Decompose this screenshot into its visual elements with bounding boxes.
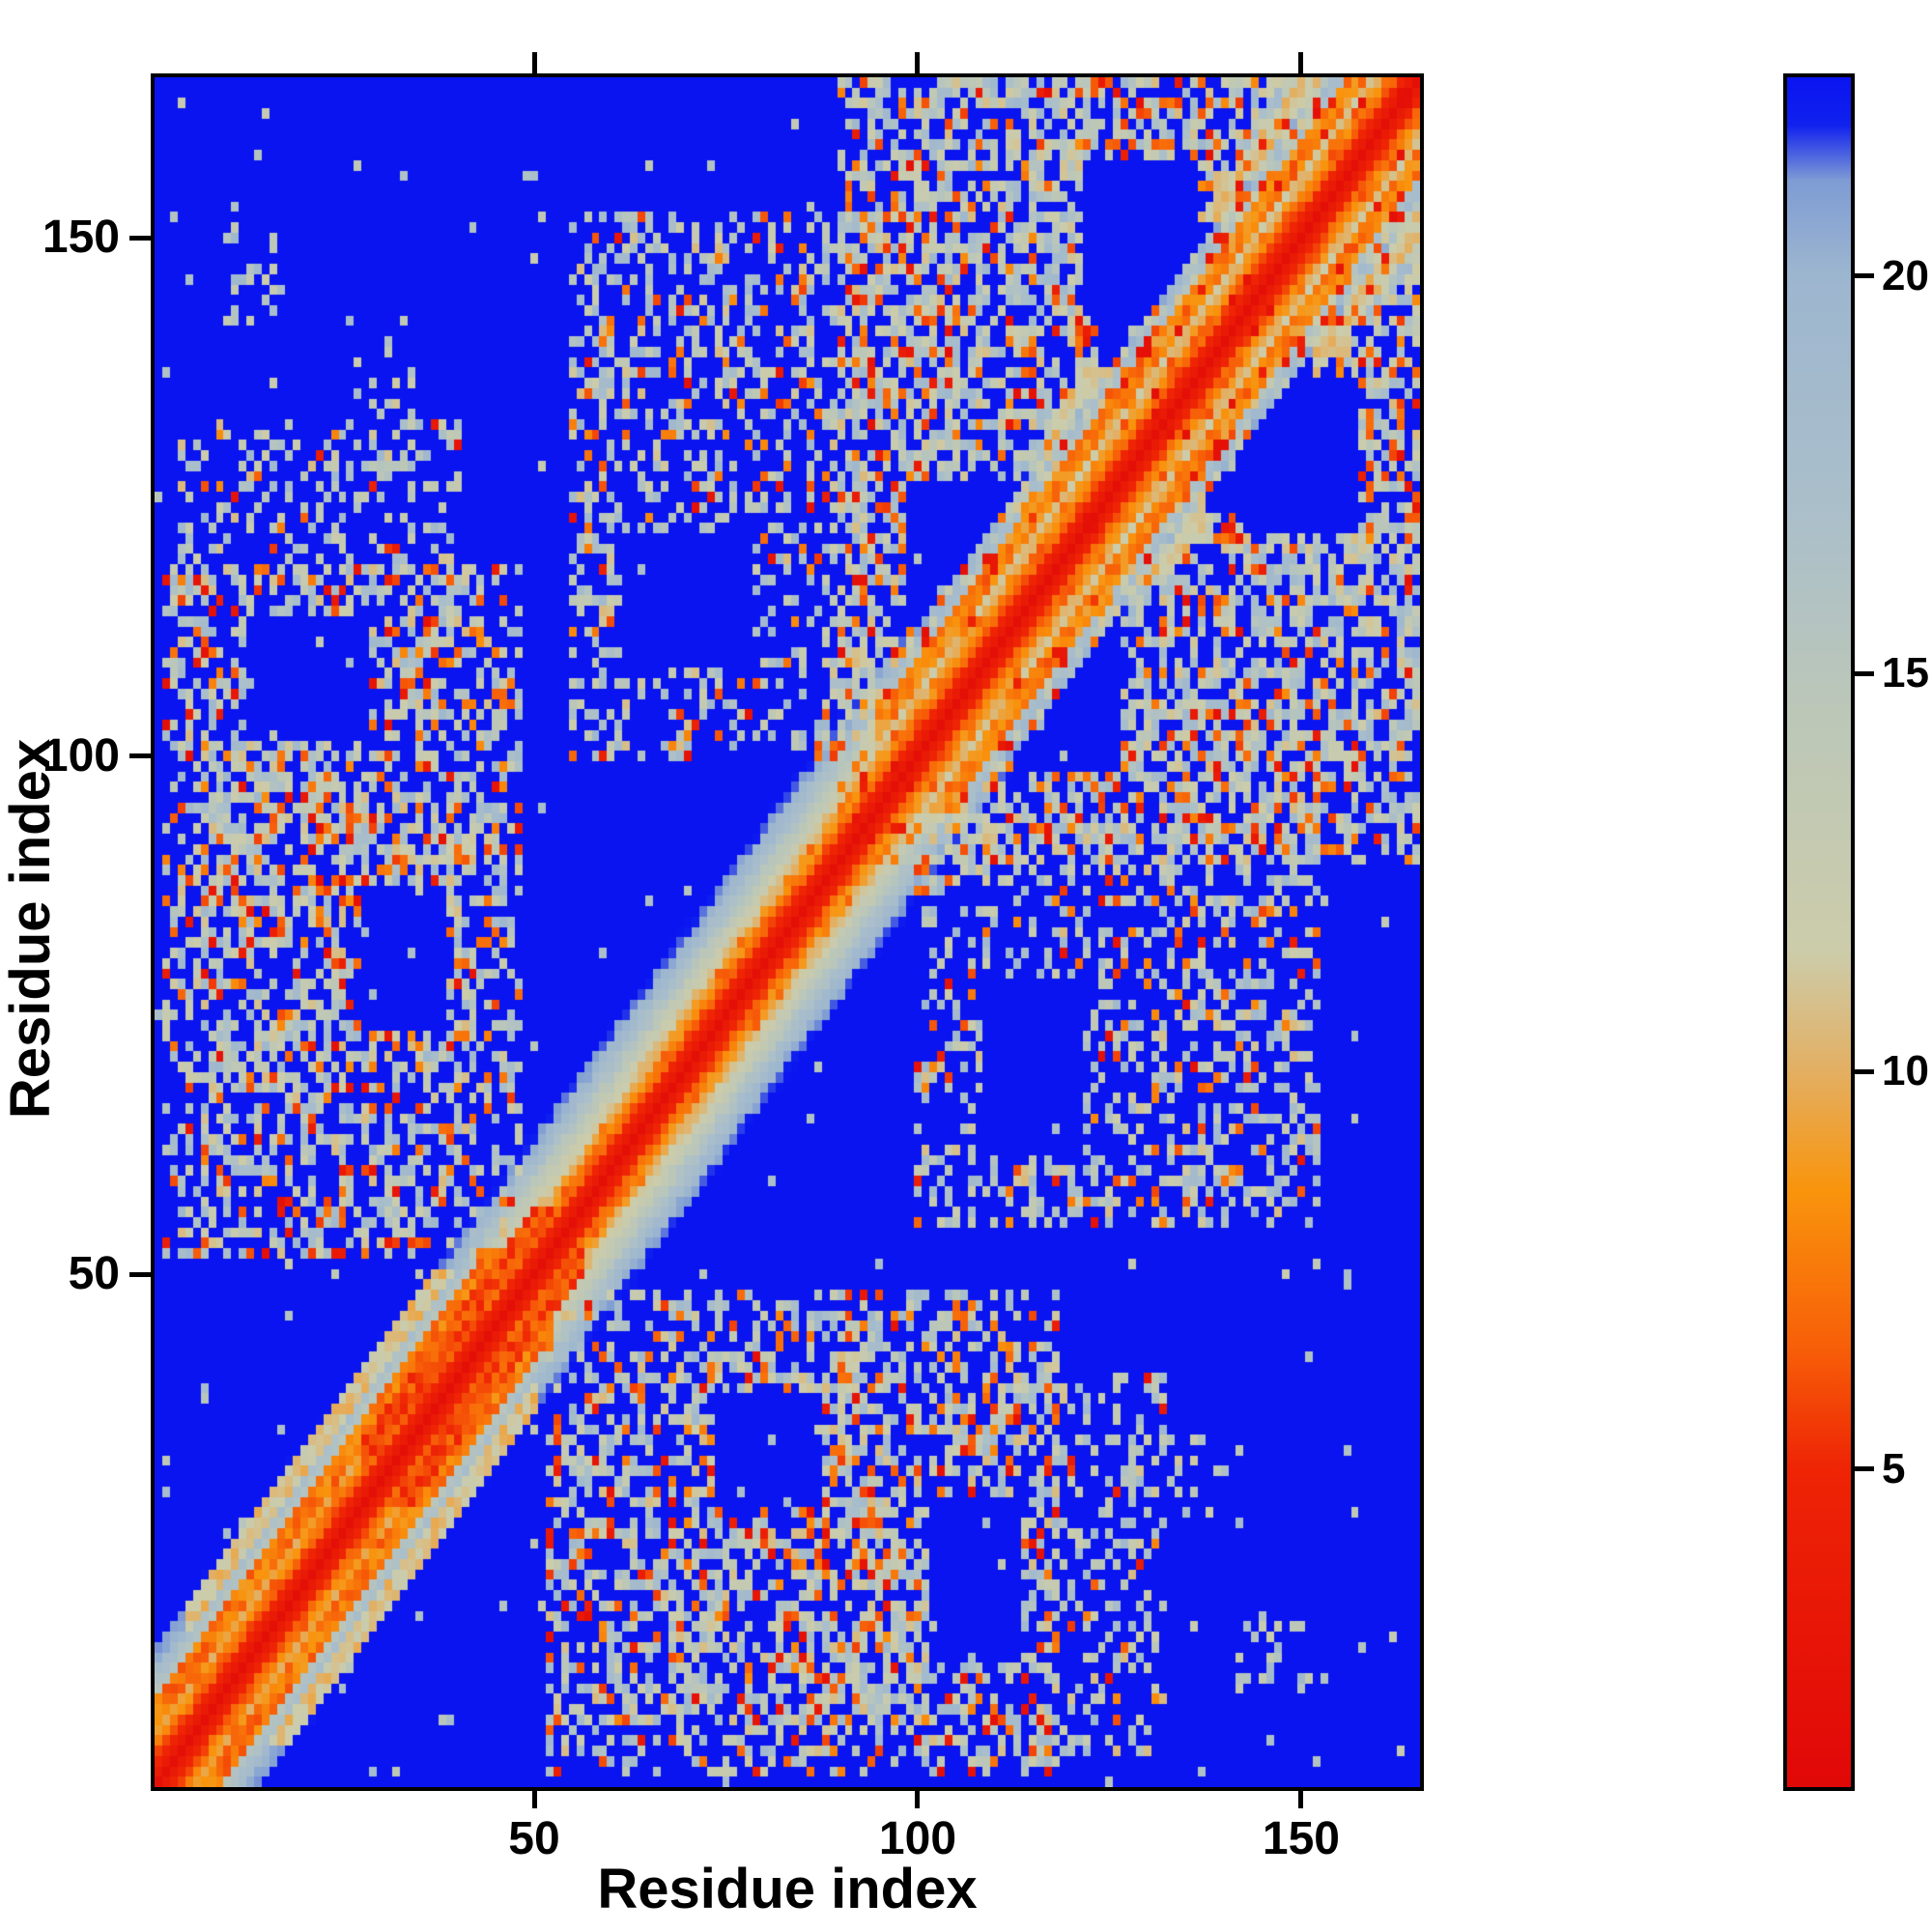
x-axis-title: Residue index — [597, 1858, 978, 1920]
colorbar-tick-mark — [1855, 1466, 1874, 1472]
x-tick-mark-top — [1298, 52, 1304, 73]
y-tick-mark — [129, 1271, 151, 1277]
colorbar — [1783, 73, 1855, 1791]
y-tick-mark — [129, 235, 151, 241]
x-tick-mark — [915, 1787, 921, 1808]
heatmap-canvas — [155, 77, 1420, 1787]
colorbar-tick-label: 10 — [1882, 1047, 1929, 1095]
y-tick-label: 150 — [42, 212, 120, 264]
colorbar-tick-label: 20 — [1882, 251, 1929, 299]
y-axis-title: Residue index — [0, 73, 63, 1783]
y-tick-label: 50 — [68, 1248, 120, 1299]
x-tick-label: 50 — [508, 1813, 560, 1864]
colorbar-tick-mark — [1855, 1068, 1874, 1074]
colorbar-gradient — [1787, 77, 1851, 1787]
x-tick-label: 150 — [1262, 1813, 1340, 1864]
colorbar-tick-label: 15 — [1882, 649, 1929, 697]
colorbar-tick-mark — [1855, 273, 1874, 279]
x-tick-mark-top — [531, 52, 537, 73]
x-tick-mark — [531, 1787, 537, 1808]
colorbar-tick-mark — [1855, 670, 1874, 676]
x-tick-mark-top — [915, 52, 921, 73]
y-axis-title-text: Residue index — [0, 738, 63, 1119]
heatmap-plot — [151, 73, 1424, 1791]
x-tick-label: 100 — [878, 1813, 957, 1864]
y-tick-label: 100 — [42, 729, 120, 781]
x-tick-mark — [1298, 1787, 1304, 1808]
y-tick-mark — [129, 753, 151, 759]
colorbar-tick-label: 5 — [1882, 1444, 1906, 1492]
